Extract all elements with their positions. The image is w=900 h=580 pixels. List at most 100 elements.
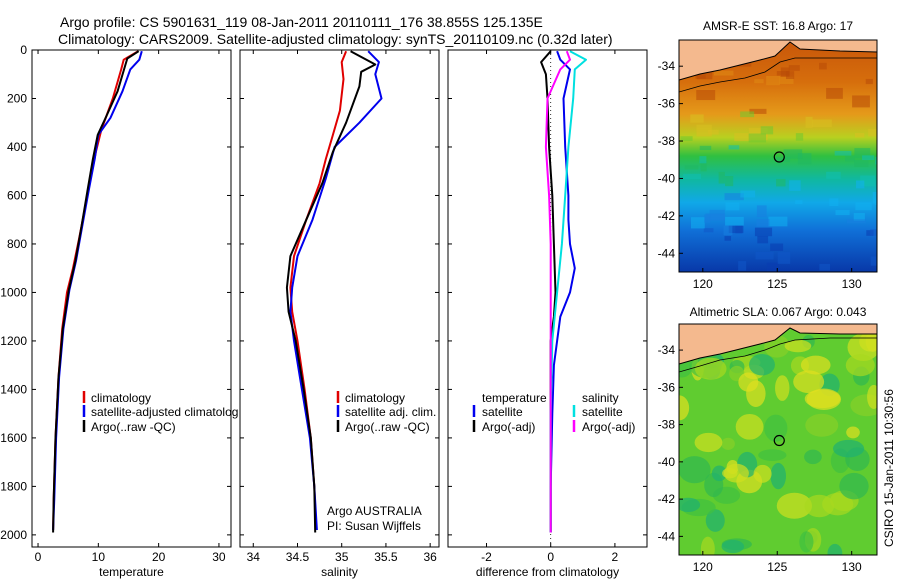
sla-texture-cell <box>711 465 727 482</box>
plot-frame <box>239 49 440 548</box>
sst-texture-cell <box>776 178 786 187</box>
sla-texture-cell <box>679 395 690 421</box>
y-tick-label: -44 <box>658 246 676 260</box>
series-line <box>52 50 143 531</box>
sla-texture-cell <box>735 413 764 440</box>
x-tick-label: -2 <box>481 550 492 564</box>
y-tick-label: -40 <box>658 171 676 185</box>
sst-texture-cell <box>783 149 803 159</box>
x-tick-label: 130 <box>842 560 862 574</box>
y-tick-label: 600 <box>7 188 27 202</box>
sst-texture-cell <box>866 230 874 236</box>
sst-texture-cell <box>788 65 800 71</box>
shelf-contour <box>679 57 877 93</box>
sla-texture-cell <box>850 394 877 417</box>
sla-texture-cell <box>721 437 735 450</box>
y-tick-label: -34 <box>658 343 676 357</box>
sla-map-title: Altimetric SLA: 0.067 Argo: 0.043 <box>690 305 867 319</box>
sst-texture-cell <box>724 193 744 201</box>
x-tick-label: 10 <box>92 550 106 564</box>
y-tick-label: -40 <box>658 455 676 469</box>
sla-texture-cell <box>804 494 835 518</box>
legend-label: climatology <box>345 391 405 405</box>
x-tick-label: 34 <box>247 550 261 564</box>
sst-texture-cell <box>696 89 716 101</box>
legend-heading: temperature <box>482 391 547 405</box>
shelf-contour <box>679 337 877 373</box>
sst-texture-cell <box>789 180 801 191</box>
y-tick-label: 1600 <box>0 431 27 445</box>
series-line <box>289 50 383 531</box>
sst-texture-cell <box>797 153 812 165</box>
sla-map-frame <box>678 323 878 556</box>
sst-texture-cell <box>713 70 734 76</box>
y-tick-label: -38 <box>658 418 676 432</box>
sst-texture-cell <box>680 136 693 141</box>
y-tick-label: 800 <box>7 237 27 251</box>
annotation-line: Argo AUSTRALIA <box>327 504 422 518</box>
y-tick-label: 1000 <box>0 285 27 299</box>
timestamp-label: CSIRO 15-Jan-2011 10:30:56 <box>882 389 896 547</box>
sst-texture-cell <box>748 133 767 143</box>
sst-texture-cell <box>826 87 843 99</box>
sst-texture-cell <box>755 252 774 260</box>
sst-texture-cell <box>728 145 740 150</box>
series-line <box>285 50 377 533</box>
sst-texture-cell <box>852 95 870 108</box>
sst-texture-cell <box>777 252 791 264</box>
y-tick-label: 200 <box>7 91 27 105</box>
y-tick-label: 1200 <box>0 334 27 348</box>
sst-texture-cell <box>699 145 712 151</box>
sla-texture-cell <box>694 432 723 453</box>
sst-texture-cell <box>846 219 866 224</box>
sst-texture-cell <box>723 225 733 236</box>
sst-texture-cell <box>854 159 869 168</box>
legend-heading: salinity <box>582 391 619 405</box>
sla-texture-cell <box>859 331 877 352</box>
sla-texture-cell <box>784 339 812 353</box>
sla-texture-cell <box>749 353 775 376</box>
salinity-legend: climatology satellite adj. clim. Argo(..… <box>327 391 436 533</box>
series-line <box>549 50 587 533</box>
series-line <box>289 50 348 531</box>
legend-label: Argo(-adj) <box>582 420 635 434</box>
sla-texture-cell <box>721 539 745 554</box>
sla-texture-cell <box>846 426 860 439</box>
x-tick-label: 0 <box>547 550 554 564</box>
coastline <box>679 41 877 81</box>
land-mass <box>679 324 877 364</box>
sst-texture-cell <box>708 129 719 135</box>
sla-texture-cell <box>804 389 841 409</box>
sst-texture-cell <box>766 75 780 86</box>
sla-texture-cell <box>770 462 787 490</box>
sst-map <box>679 40 877 272</box>
sst-texture-cell <box>875 156 877 165</box>
legend-label: satellite <box>582 405 623 419</box>
y-tick-label: -44 <box>658 529 676 543</box>
sst-texture-cell <box>700 161 707 172</box>
x-tick-label: 130 <box>842 277 862 291</box>
sst-texture-cell <box>768 216 788 227</box>
sla-texture-cell <box>679 497 701 513</box>
sst-texture-cell <box>749 108 767 114</box>
sst-texture-cell <box>770 243 784 251</box>
sst-texture-cell <box>829 198 839 207</box>
y-tick-label: 0 <box>20 43 27 57</box>
sla-texture-cell <box>867 384 877 409</box>
y-tick-label: -36 <box>658 97 676 111</box>
sst-texture-cell <box>854 133 865 138</box>
sla-texture-cell <box>679 456 711 484</box>
temperature-legend: climatology satellite-adjusted climatolo… <box>82 391 238 434</box>
sla-texture-cell <box>705 509 725 532</box>
y-tick-label: -36 <box>658 380 676 394</box>
sla-texture-cell <box>805 413 839 437</box>
sla-texture-cell <box>722 467 738 479</box>
sst-texture-cell <box>795 133 804 141</box>
sla-texture-cell <box>800 355 831 375</box>
x-tick-label: 36 <box>423 550 437 564</box>
sst-texture-cell <box>775 157 791 163</box>
sst-texture-cell <box>870 256 877 266</box>
sst-texture-cell <box>856 180 865 189</box>
sst-texture-cell <box>748 128 768 137</box>
sst-texture-cell <box>860 175 876 187</box>
